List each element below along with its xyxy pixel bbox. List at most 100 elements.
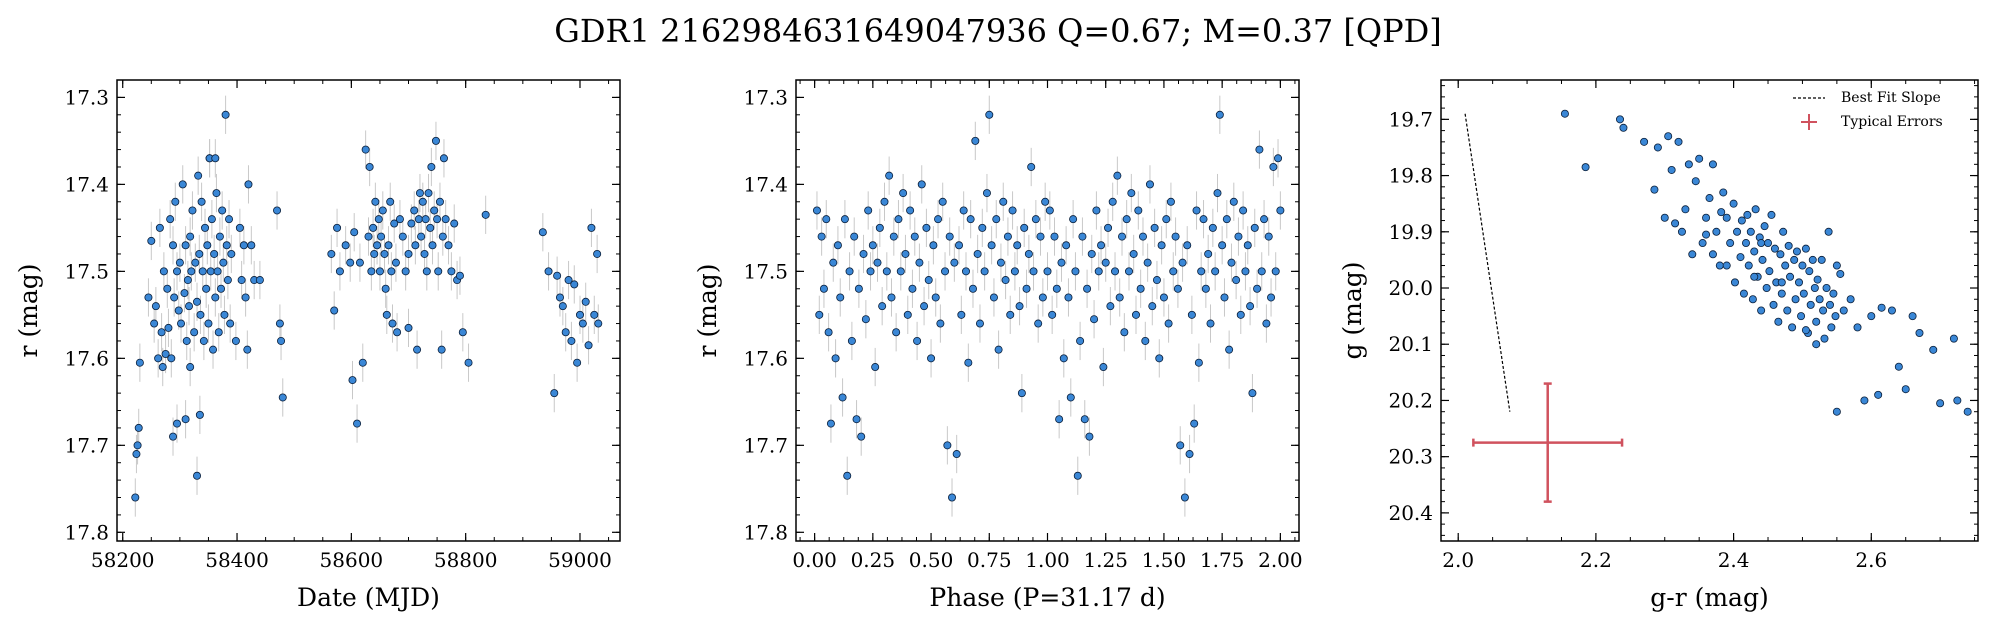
data-point: [369, 223, 378, 232]
data-point: [929, 241, 938, 250]
data-point: [1043, 267, 1052, 276]
data-point: [1050, 232, 1059, 241]
data-point: [196, 310, 205, 319]
data-point: [1087, 249, 1096, 258]
data-point: [887, 293, 896, 302]
x-tick-label: 0.75: [967, 548, 1012, 572]
data-point: [157, 328, 166, 337]
data-point: [159, 267, 168, 276]
data-point: [223, 276, 232, 285]
x-tick-label: 1.00: [1025, 548, 1070, 572]
data-point: [1667, 165, 1676, 174]
data-point: [992, 215, 1001, 224]
data-point: [1045, 206, 1054, 215]
data-point: [553, 271, 562, 280]
data-point: [381, 284, 390, 293]
data-point: [555, 293, 564, 302]
panel-phase-folded: 0.00 0.25 0.50 0.75 1.00 1.25 1.50 1.75 2.00 17.3…: [693, 79, 1303, 612]
data-point: [422, 267, 431, 276]
data-point: [377, 232, 386, 241]
data-point: [330, 306, 339, 315]
data-point: [957, 310, 966, 319]
data-point: [1832, 261, 1841, 270]
data-point: [1267, 293, 1276, 302]
data-point: [1653, 143, 1662, 152]
data-point: [1076, 336, 1085, 345]
data-point: [167, 354, 176, 363]
data-point: [166, 215, 175, 224]
data-point: [341, 241, 350, 250]
x-tick-label: 1.50: [1142, 548, 1187, 572]
data-point: [968, 284, 977, 293]
data-point: [1041, 197, 1050, 206]
data-point: [407, 219, 416, 228]
data-point: [1822, 284, 1831, 293]
data-point: [417, 232, 426, 241]
data-point: [1090, 315, 1099, 324]
y-tick-label: 17.3: [64, 85, 109, 109]
data-point: [1798, 261, 1807, 270]
data-point: [1164, 319, 1173, 328]
data-point: [1832, 407, 1841, 416]
data-point: [348, 376, 357, 385]
data-point: [135, 358, 144, 367]
data-point: [1187, 310, 1196, 319]
data-point: [169, 241, 178, 250]
data-point: [1791, 295, 1800, 304]
data-point: [132, 450, 141, 459]
data-point: [1894, 362, 1903, 371]
data-point: [1236, 310, 1245, 319]
data-point: [390, 219, 399, 228]
data-point: [1746, 227, 1755, 236]
data-point: [207, 215, 216, 224]
data-point: [1949, 334, 1958, 343]
data-point: [175, 258, 184, 267]
data-point: [353, 419, 362, 428]
data-point: [1874, 390, 1883, 399]
data-point: [1887, 306, 1896, 315]
data-point: [218, 206, 227, 215]
data-point: [1024, 249, 1033, 258]
data-point: [1698, 239, 1707, 248]
data-point: [1702, 213, 1711, 222]
data-point: [133, 441, 142, 450]
data-point: [1166, 197, 1175, 206]
y-tick-label: 17.6: [743, 346, 788, 370]
data-point: [973, 249, 982, 258]
data-point: [1783, 306, 1792, 315]
data-point: [350, 228, 359, 237]
data-point: [427, 162, 436, 171]
data-point: [882, 267, 891, 276]
data-point: [398, 232, 407, 241]
data-point: [1229, 197, 1238, 206]
data-point: [950, 258, 959, 267]
data-point: [978, 223, 987, 232]
data-point: [177, 319, 186, 328]
y-tick-label: 17.7: [743, 433, 788, 457]
data-point: [561, 328, 570, 337]
data-point: [231, 336, 240, 345]
data-point: [829, 258, 838, 267]
data-point: [144, 293, 153, 302]
data-point: [1173, 284, 1182, 293]
x-tick-label: 1.75: [1200, 548, 1245, 572]
data-point: [1017, 389, 1026, 398]
data-point: [1674, 137, 1683, 146]
data-point: [1003, 232, 1012, 241]
data-point: [1769, 300, 1778, 309]
data-point: [845, 267, 854, 276]
data-point: [1036, 232, 1045, 241]
data-point: [1015, 302, 1024, 311]
data-point: [211, 154, 220, 163]
data-point: [191, 258, 200, 267]
y-tick-label: 19.7: [1388, 107, 1433, 131]
data-point: [908, 284, 917, 293]
data-point: [1808, 255, 1817, 264]
data-point: [840, 215, 849, 224]
axes-frame: [1440, 79, 1979, 542]
data-point: [922, 223, 931, 232]
y-tick-label: 19.8: [1388, 164, 1433, 188]
data-point: [169, 432, 178, 441]
data-point: [980, 267, 989, 276]
data-point: [1118, 232, 1127, 241]
